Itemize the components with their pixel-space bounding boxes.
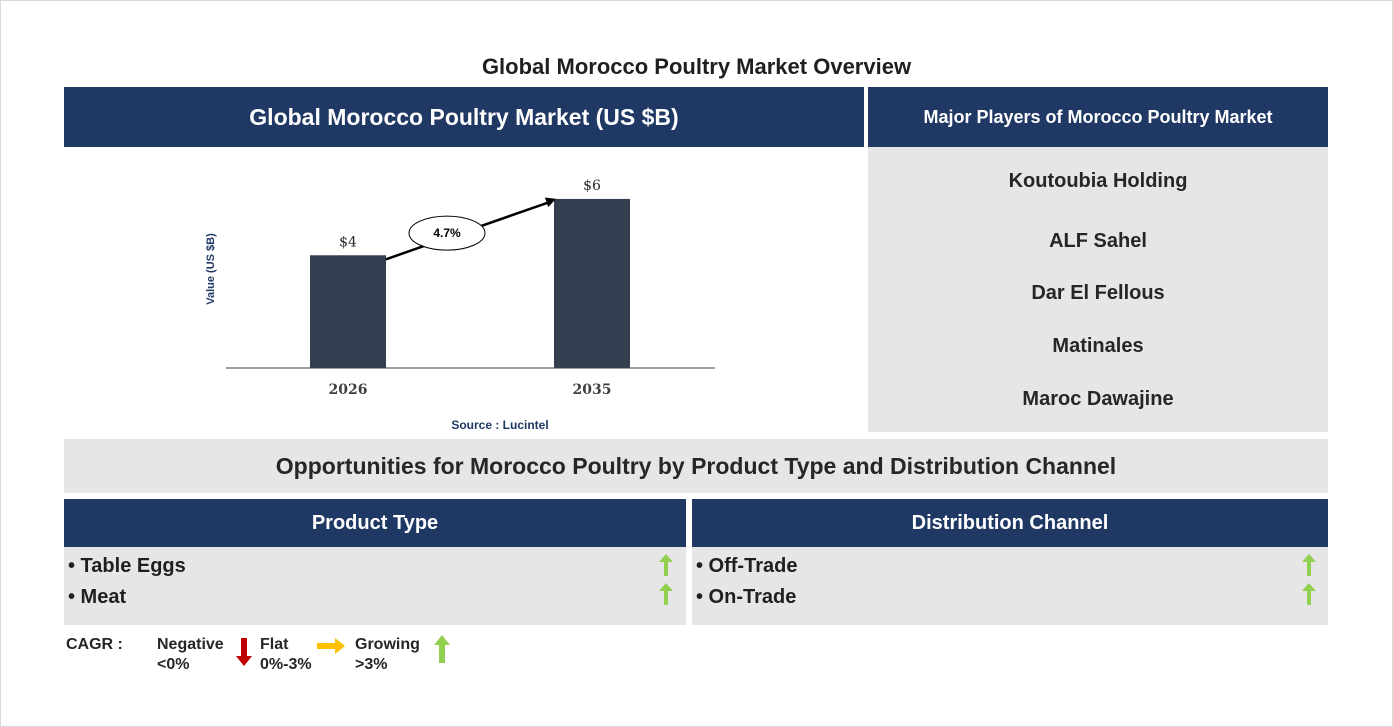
distribution-channel-header: Distribution Channel xyxy=(692,499,1328,547)
up-arrow-icon xyxy=(1302,554,1316,576)
segment-item: • Meat xyxy=(68,586,127,608)
chart-panel-header: Global Morocco Poultry Market (US $B) xyxy=(64,87,864,147)
x-tick-label: 2035 xyxy=(573,382,612,398)
legend-growing: Growing >3% xyxy=(355,635,420,675)
cagr-arrow-head xyxy=(544,197,556,207)
product-type-list: • Table Eggs • Meat xyxy=(64,547,686,625)
players-list: Koutoubia Holding ALF Sahel Dar El Fello… xyxy=(868,147,1328,432)
product-type-header: Product Type xyxy=(64,499,686,547)
chart-source: Source : Lucintel xyxy=(451,418,548,432)
down-arrow-icon xyxy=(236,638,252,666)
legend-growing-range: >3% xyxy=(355,656,388,673)
page-title: Global Morocco Poultry Market Overview xyxy=(481,54,912,79)
distribution-channel-list: • Off-Trade • On-Trade xyxy=(692,547,1328,625)
player-item: ALF Sahel xyxy=(1049,230,1147,252)
cagr-label: 4.7% xyxy=(433,226,461,240)
x-tick-label: 2026 xyxy=(329,382,368,398)
player-item: Koutoubia Holding xyxy=(1008,170,1188,192)
up-arrow-icon xyxy=(434,635,450,663)
opportunities-header: Opportunities for Morocco Poultry by Pro… xyxy=(64,439,1328,493)
segment-item: • Table Eggs xyxy=(68,555,186,577)
bar-2035 xyxy=(554,198,630,368)
up-arrow-icon xyxy=(659,583,673,605)
up-arrow-icon xyxy=(1302,583,1316,605)
legend-negative-name: Negative xyxy=(157,636,224,653)
player-item: Matinales xyxy=(1052,335,1144,357)
legend-cagr-label: CAGR : xyxy=(66,636,123,653)
segment-item: • On-Trade xyxy=(696,586,797,608)
legend-negative: Negative <0% xyxy=(157,635,224,675)
player-item: Maroc Dawajine xyxy=(1022,388,1174,410)
up-arrow-icon xyxy=(659,554,673,576)
legend-flat-name: Flat xyxy=(260,636,289,653)
cagr-annotation: 4.7% xyxy=(385,197,556,261)
cagr-ellipse xyxy=(408,215,486,251)
legend-growing-name: Growing xyxy=(355,636,420,653)
bar-value-label: $6 xyxy=(583,178,601,194)
right-arrow-icon xyxy=(317,638,345,654)
player-item: Dar El Fellous xyxy=(1031,282,1165,304)
legend-flat: Flat 0%-3% xyxy=(260,635,312,675)
legend-flat-range: 0%-3% xyxy=(260,656,312,673)
bar-value-label: $4 xyxy=(339,234,357,250)
market-bar-chart: Value (US $B) $4 2026 $6 2035 4.7% Source :… xyxy=(205,178,715,432)
players-header: Major Players of Morocco Poultry Market xyxy=(868,87,1328,147)
bar-2026 xyxy=(310,255,386,368)
y-axis-label: Value (US $B) xyxy=(205,233,217,305)
segment-item: • Off-Trade xyxy=(696,555,798,577)
legend-negative-range: <0% xyxy=(157,656,190,673)
